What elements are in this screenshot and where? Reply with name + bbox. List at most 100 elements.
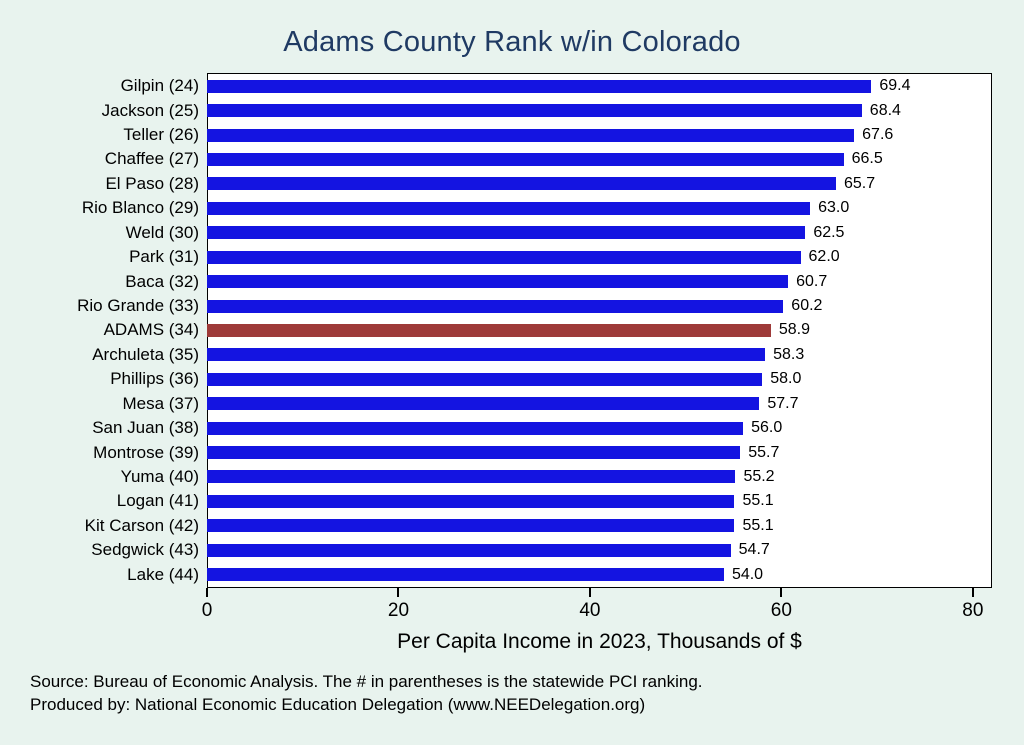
- category-label: Jackson (25): [101, 100, 199, 120]
- category-label: ADAMS (34): [103, 320, 199, 340]
- value-label: 67.6: [862, 126, 894, 144]
- x-tick-label: 80: [962, 600, 984, 621]
- bar-track: 56.0: [207, 416, 992, 440]
- bar: [207, 348, 766, 362]
- value-label: 55.1: [742, 516, 774, 534]
- category-label: Teller (26): [123, 125, 199, 145]
- bar-row: Montrose (39) 55.7: [32, 440, 992, 464]
- bar-track: 55.1: [207, 514, 992, 538]
- value-label: 58.9: [778, 321, 810, 339]
- bar-row: Logan (41) 55.1: [32, 489, 992, 513]
- category-label: Mesa (37): [122, 393, 199, 413]
- bar-highlighted: [207, 323, 771, 337]
- category-label: Chaffee (27): [104, 149, 199, 169]
- bar-track: 63.0: [207, 196, 992, 220]
- value-label: 63.0: [818, 199, 850, 217]
- bar-row: El Paso (28) 65.7: [32, 172, 992, 196]
- bar-track: 55.1: [207, 489, 992, 513]
- bar-rows: Gilpin (24) 69.4 Jackson (25) 68.4 Teller (2…: [32, 74, 992, 587]
- value-label: 57.7: [767, 394, 799, 412]
- bar-track: 54.0: [207, 562, 992, 586]
- bar-track: 67.6: [207, 123, 992, 147]
- category-label: Rio Grande (33): [77, 296, 199, 315]
- bar-row: Rio Grande (33) 60.2: [32, 294, 992, 318]
- bar: [207, 470, 736, 484]
- bar-track: 62.0: [207, 245, 992, 269]
- category-label: Weld (30): [125, 222, 199, 242]
- x-axis: 0 20 40 60 80: [202, 588, 992, 626]
- category-label: Park (31): [129, 247, 199, 267]
- x-tick-label: 60: [770, 600, 792, 621]
- value-label: 55.7: [748, 443, 780, 461]
- category-label: Archuleta (35): [92, 344, 199, 364]
- value-label: 60.2: [791, 297, 823, 314]
- bar-row: Yuma (40) 55.2: [32, 465, 992, 489]
- x-axis-title: Per Capita Income in 2023, Thousands of …: [397, 630, 802, 653]
- bar-track: 68.4: [207, 98, 992, 122]
- category-label: Yuma (40): [120, 466, 199, 486]
- category-label: San Juan (38): [92, 418, 199, 438]
- value-label: 58.3: [773, 345, 805, 363]
- x-tick-label: 0: [201, 600, 213, 621]
- bar: [207, 128, 855, 142]
- x-tick: [971, 588, 974, 597]
- bar-row: Jackson (25) 68.4: [32, 98, 992, 122]
- category-label: Kit Carson (42): [84, 515, 199, 535]
- value-label: 54.0: [731, 565, 764, 583]
- x-tick: [397, 588, 400, 597]
- bar: [207, 519, 735, 533]
- bar-track: 69.4: [207, 74, 992, 98]
- bar-row: Phillips (36) 58.0: [32, 367, 992, 391]
- bar-row: Mesa (37) 57.7: [32, 391, 992, 415]
- bar: [207, 250, 801, 264]
- bar: [207, 79, 872, 93]
- value-label: 55.1: [742, 492, 774, 510]
- category-label: Sedgwick (43): [91, 540, 199, 560]
- bar: [207, 446, 741, 460]
- x-tick: [206, 588, 208, 597]
- bar: [207, 226, 806, 240]
- bar: [207, 299, 784, 313]
- bar-row: Archuleta (35) 58.3: [32, 343, 992, 367]
- x-tick: [780, 588, 783, 597]
- category-label: Rio Blanco (29): [81, 198, 199, 218]
- bar-row: Chaffee (27) 66.5: [32, 147, 992, 171]
- bar-track: 65.7: [207, 172, 992, 196]
- x-tick-label: 40: [579, 600, 601, 621]
- bar-track: 60.2: [207, 294, 992, 318]
- bar: [207, 104, 862, 118]
- category-label: Phillips (36): [110, 369, 199, 389]
- bar: [207, 177, 836, 191]
- bar-track: 54.7: [207, 538, 992, 562]
- bar: [207, 152, 844, 166]
- bar-row: Lake (44) 54.0: [32, 562, 992, 586]
- bar-row: Rio Blanco (29) 63.0: [32, 196, 992, 220]
- bar-track: 58.3: [207, 343, 992, 367]
- bar-row: Weld (30) 62.5: [32, 221, 992, 245]
- bar-track: 58.9: [207, 318, 992, 342]
- source-footer: Source: Bureau of Economic Analysis. The…: [30, 670, 1024, 716]
- bar: [207, 568, 724, 582]
- bar-row: Teller (26) 67.6: [32, 123, 992, 147]
- x-tick: [588, 588, 591, 597]
- category-label: Gilpin (24): [120, 76, 199, 96]
- value-label: 58.0: [770, 370, 802, 388]
- bar-track: 60.7: [207, 269, 992, 293]
- bar-track: 55.7: [207, 440, 992, 464]
- bar-row: Park (31) 62.0: [32, 245, 992, 269]
- value-label: 62.5: [813, 223, 845, 241]
- category-label: Baca (32): [125, 271, 199, 291]
- bar: [207, 421, 744, 435]
- bar-track: 57.7: [207, 391, 992, 415]
- value-label: 60.7: [796, 272, 828, 290]
- bar: [207, 397, 760, 411]
- value-label: 68.4: [869, 101, 901, 119]
- bar-row: Sedgwick (43) 54.7: [32, 538, 992, 562]
- source-line: Source: Bureau of Economic Analysis. The…: [30, 672, 703, 691]
- value-label: 54.7: [738, 541, 770, 559]
- bar-row: Gilpin (24) 69.4: [32, 74, 992, 98]
- bar-track: 66.5: [207, 147, 992, 171]
- bar: [207, 543, 731, 557]
- value-label: 66.5: [851, 150, 883, 168]
